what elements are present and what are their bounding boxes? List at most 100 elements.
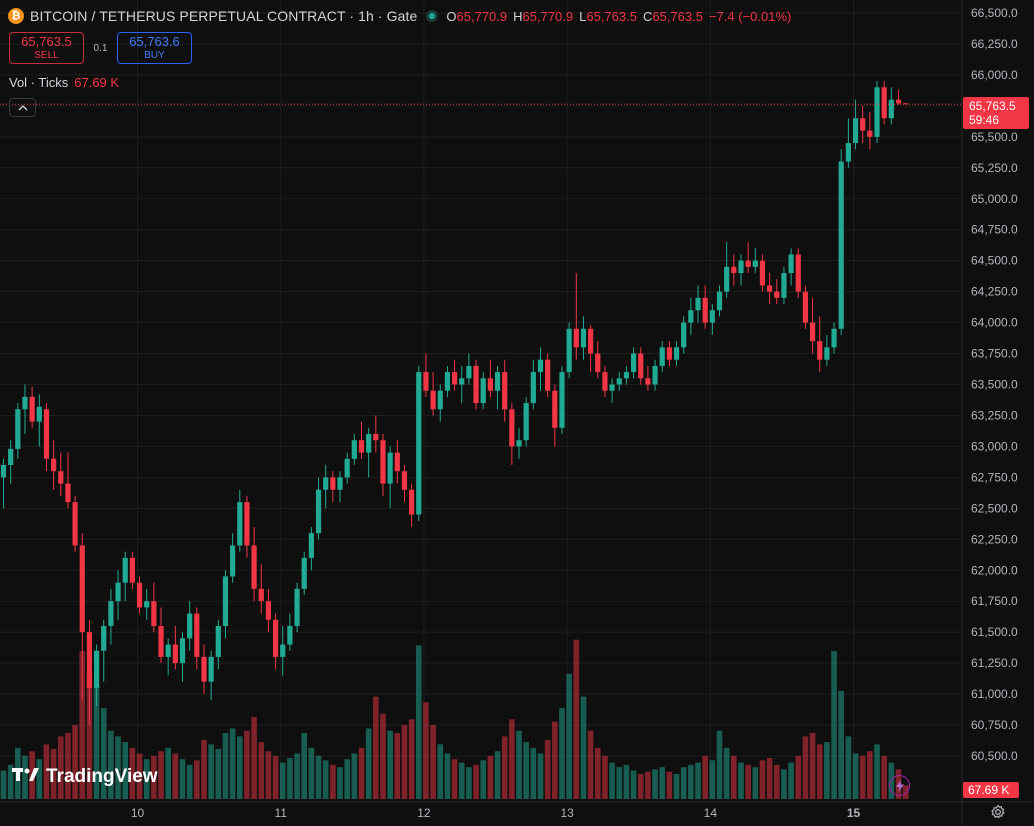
symbol-title[interactable]: BITCOIN / TETHERUS PERPETUAL CONTRACT · …	[30, 8, 418, 24]
candle-body	[444, 372, 451, 391]
volume-bar	[423, 702, 429, 799]
volume-bar	[186, 764, 193, 799]
candle-body	[337, 477, 343, 490]
volume-bar	[788, 762, 794, 799]
candle	[15, 403, 21, 459]
candle	[781, 266, 787, 305]
candle	[545, 353, 551, 397]
candle	[308, 526, 314, 571]
volume-bar	[688, 764, 694, 799]
candle	[695, 285, 701, 323]
volume-legend[interactable]: Vol · Ticks 67.69 K	[9, 75, 119, 90]
candle	[179, 632, 186, 682]
close-value: 65,763.5	[652, 8, 703, 24]
candle	[323, 464, 329, 509]
candle-body	[638, 353, 644, 379]
price-tick-label: 64,750.0	[971, 223, 1018, 237]
candle	[172, 625, 178, 670]
candle-body	[0, 464, 7, 478]
bolt-shape	[895, 779, 904, 792]
trade-buttons: 65,763.5 SELL 0.1 65,763.6 BUY	[9, 32, 192, 64]
buy-button[interactable]: 65,763.6 BUY	[117, 32, 192, 64]
volume-bar	[57, 736, 64, 799]
lightning-icon[interactable]	[889, 775, 910, 796]
candle-body	[759, 260, 766, 286]
volume-bar	[673, 773, 680, 799]
volume-bar	[816, 744, 823, 799]
chart-legend-header: ₿ BITCOIN / TETHERUS PERPETUAL CONTRACT …	[8, 6, 791, 26]
candle	[387, 446, 393, 509]
low-value: 65,763.5	[586, 8, 637, 24]
volume-bar	[752, 767, 759, 799]
price-tick-label: 61,750.0	[971, 594, 1018, 608]
volume-bar	[272, 755, 279, 799]
volume-bar	[358, 747, 365, 799]
candle	[767, 273, 773, 305]
candle	[251, 526, 257, 602]
candle	[645, 365, 651, 391]
settings-gear-icon[interactable]	[989, 803, 1007, 821]
volume-bar	[179, 759, 186, 799]
tradingview-logo[interactable]: TradingView	[12, 765, 158, 788]
candle-body	[373, 434, 379, 441]
volume-bar	[759, 760, 766, 799]
volume-bar	[387, 730, 393, 799]
candle-body	[473, 365, 479, 404]
candle-body	[301, 557, 307, 589]
candle	[845, 118, 851, 168]
candle-body	[344, 458, 350, 478]
volume-bar	[129, 747, 136, 799]
candle	[151, 582, 157, 633]
candle	[437, 384, 443, 422]
candle	[215, 619, 221, 670]
candle	[716, 285, 723, 317]
candle-body	[15, 409, 21, 449]
volume-bar	[573, 639, 580, 799]
candle-body	[222, 576, 229, 626]
volume-bar	[136, 753, 143, 799]
candle-body	[29, 396, 35, 422]
candle	[659, 341, 665, 373]
candle-body	[838, 161, 844, 329]
candle	[459, 365, 465, 404]
candle	[480, 372, 486, 410]
candle	[566, 322, 572, 379]
collapse-legend-button[interactable]	[9, 98, 36, 117]
candle-body	[430, 390, 436, 410]
volume-label: Vol · Ticks	[9, 75, 69, 90]
time-tick-label: 11	[275, 806, 288, 820]
candle-body	[287, 625, 293, 645]
candle-body	[537, 359, 544, 373]
volume-bar	[552, 721, 558, 799]
candle	[809, 297, 816, 354]
candle	[187, 601, 193, 651]
candle-body	[401, 471, 408, 490]
low-label: L	[579, 8, 587, 24]
candle	[487, 359, 493, 397]
candle-body	[716, 291, 723, 311]
candle-body	[244, 502, 250, 546]
sell-button[interactable]: 65,763.5 SELL	[9, 32, 84, 64]
candle	[838, 149, 844, 335]
volume-bar	[473, 764, 479, 799]
candle	[874, 81, 880, 144]
volume-bar	[838, 690, 845, 799]
volume-bar	[437, 744, 444, 799]
candle-body	[552, 390, 558, 428]
candle-body	[251, 545, 257, 589]
volume-bar	[215, 748, 222, 799]
candle-body	[494, 372, 501, 391]
time-tick-label: 12	[417, 806, 431, 820]
volume-bar	[630, 770, 637, 799]
candle-body	[702, 297, 708, 323]
volume-bar	[287, 758, 293, 799]
bitcoin-icon: ₿	[8, 8, 24, 24]
time-axis[interactable]: 10 11 12 13 14 15	[131, 806, 861, 820]
candle-body	[509, 409, 515, 447]
price-tick-label: 60,500.0	[971, 749, 1018, 763]
candlestick-series	[0, 81, 909, 726]
volume-bar	[809, 733, 816, 799]
candle	[258, 564, 264, 614]
candle	[673, 341, 680, 366]
